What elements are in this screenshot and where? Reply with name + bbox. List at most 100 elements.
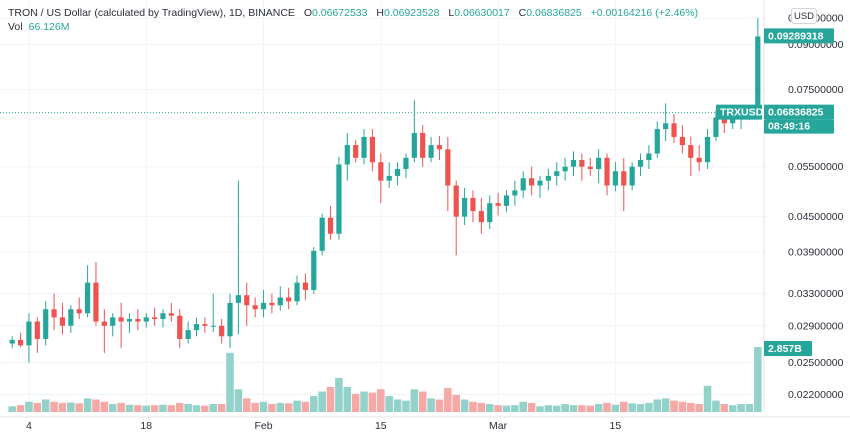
candle-body — [470, 197, 476, 212]
svg-text:0.09289318: 0.09289318 — [768, 30, 824, 42]
volume-bar — [125, 404, 134, 412]
candle — [394, 162, 401, 186]
price-tick-label: 0.02900000 — [788, 320, 844, 332]
candle-body — [68, 309, 74, 326]
volume-bar — [142, 405, 151, 412]
volume-bar — [754, 347, 762, 412]
candle — [327, 205, 334, 240]
candle-body — [654, 129, 660, 154]
candle-body — [369, 136, 376, 163]
candle — [545, 168, 551, 191]
candle-body — [319, 217, 325, 251]
candle — [470, 190, 476, 223]
volume-bar — [268, 404, 276, 412]
volume-bar — [586, 405, 595, 412]
symbol-tag: TRXUSD — [716, 104, 764, 120]
candle — [478, 197, 484, 234]
volume-bar — [678, 401, 687, 412]
candle — [713, 110, 719, 141]
volume-bar — [301, 401, 310, 412]
volume-bar — [108, 404, 117, 412]
volume-bar — [502, 405, 511, 412]
candle — [68, 305, 74, 333]
candle-body — [235, 295, 241, 303]
candle — [110, 313, 116, 337]
volume-bar — [159, 404, 167, 412]
volume-bar — [619, 401, 628, 412]
candle-body — [420, 132, 426, 158]
candle-body — [227, 302, 233, 337]
candle-body — [327, 217, 334, 234]
volume-bar — [687, 402, 695, 412]
volume-bar — [209, 404, 218, 412]
volume-bar — [519, 401, 528, 412]
chart-legend: TRON / US Dollar (calculated by TradingV… — [8, 6, 698, 34]
volume-bar — [527, 402, 536, 412]
volume-bar — [100, 401, 109, 412]
candle-body — [637, 160, 644, 167]
candle-body — [118, 317, 124, 322]
candle — [663, 103, 669, 141]
candle-body — [294, 282, 300, 302]
grid-lines — [0, 0, 766, 412]
candle — [244, 282, 250, 326]
time-tick-label: 15 — [375, 420, 387, 432]
volume-bar — [335, 377, 343, 412]
volume-bar — [293, 400, 301, 412]
time-axis[interactable]: 4 18 Feb 15 Mar 15 — [0, 416, 850, 432]
candle-body — [545, 175, 551, 181]
price-tick-label: 0.03900000 — [788, 247, 844, 259]
volume-bar — [284, 403, 293, 412]
candle — [696, 145, 702, 172]
candle-body — [378, 162, 384, 181]
candle-body — [311, 250, 317, 290]
candle-body — [361, 136, 367, 158]
candle-body — [286, 297, 292, 302]
legend-title: TRON / US Dollar (calculated by TradingV… — [8, 7, 295, 19]
volume-bar — [737, 404, 745, 412]
candle-body — [101, 321, 107, 326]
volume-bar — [418, 391, 427, 412]
candle — [495, 192, 501, 216]
candle-body — [59, 317, 66, 326]
candle-body — [411, 132, 417, 158]
volume-bar — [485, 404, 494, 412]
candle-body — [679, 136, 686, 146]
candle-body — [277, 297, 283, 306]
candle-body — [453, 185, 459, 217]
volume-bar — [16, 405, 25, 412]
volume-bar — [670, 400, 678, 412]
candle — [76, 297, 82, 320]
volume-bar — [511, 405, 519, 412]
candle-body — [135, 319, 141, 322]
volume-bar — [494, 405, 502, 412]
legend-volume-key: Vol — [8, 21, 23, 33]
volume-bar — [368, 392, 377, 412]
candle — [185, 321, 191, 344]
candle — [294, 275, 300, 306]
candle — [361, 129, 367, 165]
candle-body — [721, 117, 727, 124]
volume-bar — [234, 389, 243, 412]
candle-body — [202, 324, 208, 326]
candle-body — [394, 168, 401, 176]
candle-body — [386, 175, 392, 181]
candle — [704, 129, 711, 169]
candle — [755, 18, 761, 114]
volume-label: 2.857B — [764, 341, 812, 356]
candle — [286, 287, 292, 310]
candle — [269, 293, 275, 314]
candle-body — [219, 325, 225, 337]
candle — [277, 286, 283, 311]
candle — [143, 313, 149, 328]
candle — [529, 166, 535, 196]
volume-bar — [192, 405, 201, 412]
volume-bar — [469, 401, 477, 412]
time-tick-label: Feb — [254, 420, 272, 432]
volume-bar — [175, 402, 184, 412]
candle — [93, 261, 99, 326]
currency-button[interactable]: USD — [791, 8, 817, 24]
candle — [160, 309, 166, 328]
volume-bar — [310, 396, 318, 412]
